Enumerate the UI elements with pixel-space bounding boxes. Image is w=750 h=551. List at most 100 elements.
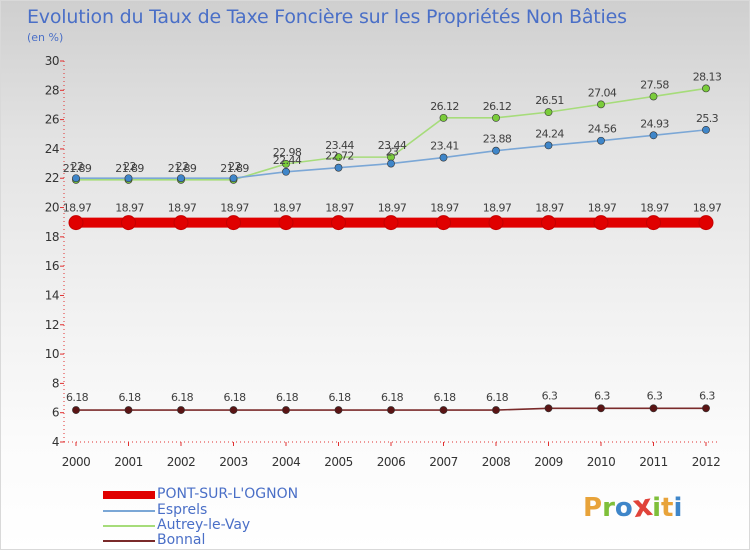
data-point xyxy=(121,215,136,231)
proxiti-logo: Proxiti xyxy=(583,488,682,525)
data-label: 27.58 xyxy=(640,78,669,91)
data-point xyxy=(278,215,294,231)
logo-letter: t xyxy=(661,493,674,523)
data-point xyxy=(72,406,80,414)
data-label: 18.97 xyxy=(430,202,459,215)
data-point xyxy=(331,215,346,231)
data-point xyxy=(597,404,605,413)
data-point xyxy=(282,167,290,176)
data-label: 6.18 xyxy=(66,391,89,404)
data-point xyxy=(439,113,448,122)
x-tick-label: 2006 xyxy=(377,455,406,469)
data-point xyxy=(544,404,553,413)
data-point xyxy=(282,159,290,168)
data-label: 21.89 xyxy=(63,162,92,175)
data-point xyxy=(387,159,395,168)
x-tick-label: 2007 xyxy=(429,455,458,469)
data-label: 27.04 xyxy=(588,86,617,99)
data-label: 22 xyxy=(176,160,189,173)
y-tick-label: 20 xyxy=(45,201,59,215)
data-point xyxy=(173,215,189,231)
data-point xyxy=(702,84,710,93)
data-label: 23.88 xyxy=(483,133,512,146)
x-tick-label: 2003 xyxy=(219,455,248,469)
data-point xyxy=(383,215,399,231)
x-tick-label: 2002 xyxy=(167,455,196,469)
data-label: 18.97 xyxy=(63,202,92,215)
data-point xyxy=(229,174,238,183)
data-point xyxy=(649,131,658,140)
data-label: 18.97 xyxy=(273,202,302,215)
data-point xyxy=(124,174,133,183)
data-label: 6.18 xyxy=(171,391,194,404)
data-label: 18.97 xyxy=(115,202,144,215)
data-label: 25.3 xyxy=(696,112,719,125)
data-point xyxy=(124,406,133,414)
y-tick-label: 30 xyxy=(45,54,59,68)
data-point xyxy=(649,404,658,413)
y-tick-label: 28 xyxy=(45,83,59,97)
data-label: 18.97 xyxy=(693,202,722,215)
data-label: 6.3 xyxy=(594,389,610,402)
y-tick-label: 10 xyxy=(45,347,59,361)
legend-label: PONT-SUR-L'OGNON xyxy=(157,486,299,502)
x-tick-label: 2001 xyxy=(114,455,143,469)
y-tick-label: 22 xyxy=(45,171,59,185)
legend-label: Esprels xyxy=(157,502,208,518)
data-label: 26.12 xyxy=(483,100,512,113)
data-point xyxy=(68,215,84,231)
data-point xyxy=(698,215,714,231)
x-tick-label: 2012 xyxy=(692,455,721,469)
y-tick-label: 8 xyxy=(52,376,59,390)
data-label: 28.13 xyxy=(693,70,722,83)
data-label: 23.44 xyxy=(325,139,354,152)
data-point xyxy=(597,136,605,145)
data-point xyxy=(387,406,395,414)
x-tick-label: 2010 xyxy=(587,455,616,469)
data-label: 21.89 xyxy=(220,162,249,175)
data-label: 22.44 xyxy=(273,154,302,167)
data-point xyxy=(492,113,500,122)
y-tick-label: 24 xyxy=(45,142,59,156)
data-label: 18.97 xyxy=(325,202,354,215)
data-point xyxy=(593,215,609,231)
data-point xyxy=(492,146,500,155)
data-point xyxy=(488,215,504,231)
data-point xyxy=(492,406,500,414)
data-point xyxy=(334,153,343,162)
logo-letter: i xyxy=(652,493,662,523)
data-label: 6.18 xyxy=(223,391,246,404)
legend-label: Bonnal xyxy=(157,532,206,548)
y-tick-label: 4 xyxy=(52,435,59,449)
data-label: 23.44 xyxy=(378,139,407,152)
data-point xyxy=(544,108,553,117)
legend-swatch-esprels xyxy=(103,510,155,512)
y-tick-label: 16 xyxy=(45,259,59,273)
data-label: 6.3 xyxy=(699,389,715,402)
data-point xyxy=(702,125,710,134)
chart-axes: 4 6 8 10 12 14 16 18 20 22 24 26 28 30 2000 2001 2002 200… xyxy=(45,54,721,469)
data-label: 22 xyxy=(71,160,84,173)
data-label: 18.97 xyxy=(220,202,249,215)
data-label: 21.89 xyxy=(168,162,197,175)
x-tick-label: 2011 xyxy=(639,455,668,469)
data-point xyxy=(436,215,451,231)
data-point xyxy=(541,215,556,231)
logo-letter: o xyxy=(614,493,633,523)
data-point xyxy=(334,406,343,414)
data-point xyxy=(702,404,710,413)
data-label: 6.18 xyxy=(381,391,404,404)
data-label: 22.72 xyxy=(325,150,354,163)
data-point xyxy=(229,406,238,414)
data-label: 24.56 xyxy=(588,123,617,136)
data-label: 21.89 xyxy=(115,162,144,175)
data-label: 22 xyxy=(123,160,136,173)
x-tick-label: 2008 xyxy=(482,455,511,469)
data-label: 22 xyxy=(228,160,241,173)
data-label: 26.12 xyxy=(430,100,459,113)
y-tick-label: 6 xyxy=(52,406,59,420)
chart-series xyxy=(68,84,714,414)
x-tick-label: 2004 xyxy=(272,455,301,469)
data-point xyxy=(282,406,290,414)
